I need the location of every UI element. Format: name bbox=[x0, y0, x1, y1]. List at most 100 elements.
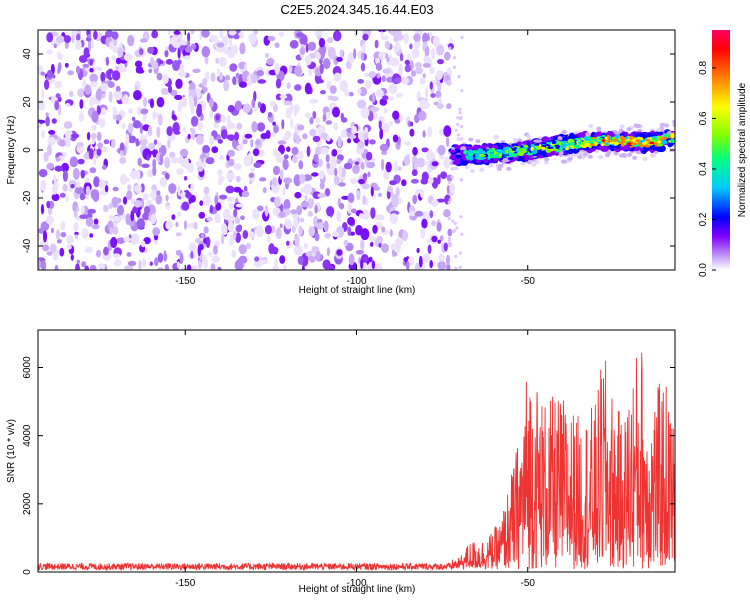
snr-series-line bbox=[38, 352, 675, 572]
noise-blob bbox=[100, 107, 107, 116]
noise-blob bbox=[44, 79, 50, 90]
signal-peak bbox=[612, 138, 618, 142]
signal-halo bbox=[561, 129, 567, 134]
noise-blob bbox=[138, 259, 142, 270]
signal-cell bbox=[670, 133, 675, 138]
noise-blob bbox=[170, 89, 178, 97]
noise-blob bbox=[437, 239, 442, 244]
noise-blob bbox=[136, 169, 141, 181]
noise-blob bbox=[45, 215, 55, 225]
noise-blob bbox=[422, 63, 431, 68]
noise-blob bbox=[202, 145, 211, 154]
noise-blob bbox=[354, 161, 360, 166]
noise-blob bbox=[381, 158, 385, 171]
noise-blob bbox=[423, 41, 428, 49]
x-tick-label: -100 bbox=[346, 578, 366, 589]
noise-blob bbox=[332, 231, 340, 238]
snr-y-label: SNR (10 * v/v) bbox=[6, 419, 17, 483]
noise-blob bbox=[143, 193, 149, 201]
noise-blob bbox=[311, 172, 319, 177]
noise-blob bbox=[259, 177, 267, 182]
noise-blob bbox=[397, 136, 401, 146]
noise-blob bbox=[40, 71, 46, 76]
noise-blob bbox=[190, 103, 194, 115]
noise-blob bbox=[411, 169, 418, 177]
noise-blob bbox=[136, 218, 146, 229]
noise-blob bbox=[256, 69, 264, 77]
noise-blob bbox=[203, 186, 210, 195]
signal-cell bbox=[671, 139, 675, 143]
noise-blob bbox=[63, 121, 73, 129]
noise-blob bbox=[272, 121, 276, 126]
noise-blob bbox=[109, 41, 114, 50]
noise-blob bbox=[105, 56, 109, 66]
noise-blob bbox=[158, 59, 164, 65]
noise-blob bbox=[55, 156, 61, 162]
noise-blob bbox=[133, 90, 142, 101]
noise-blob bbox=[278, 31, 285, 37]
noise-blob bbox=[152, 110, 157, 120]
noise-blob bbox=[429, 66, 435, 75]
noise-blob bbox=[305, 112, 311, 119]
noise-blob bbox=[341, 117, 348, 123]
noise-blob bbox=[135, 66, 144, 74]
noise-blob bbox=[226, 173, 236, 181]
noise-blob bbox=[458, 251, 463, 255]
signal-cell bbox=[614, 134, 620, 139]
noise-blob bbox=[157, 141, 162, 148]
signal-halo bbox=[543, 160, 549, 165]
noise-blob bbox=[447, 200, 451, 205]
noise-blob bbox=[357, 99, 367, 109]
noise-blob bbox=[236, 122, 243, 130]
noise-blob bbox=[127, 108, 133, 115]
noise-blob bbox=[415, 66, 423, 75]
noise-blob bbox=[357, 79, 365, 84]
noise-blob bbox=[130, 170, 139, 180]
noise-blob bbox=[401, 179, 407, 187]
noise-blob bbox=[56, 35, 65, 43]
noise-blob bbox=[190, 30, 195, 35]
signal-peak bbox=[621, 140, 626, 144]
noise-blob bbox=[86, 132, 91, 141]
noise-blob bbox=[38, 227, 45, 234]
noise-blob bbox=[76, 180, 81, 188]
noise-blob bbox=[45, 116, 50, 127]
noise-blob bbox=[315, 251, 321, 261]
colorbar-tick-label: 0.0 bbox=[698, 263, 709, 277]
noise-blob bbox=[429, 81, 433, 90]
noise-blob bbox=[225, 74, 231, 81]
noise-blob bbox=[149, 261, 153, 266]
noise-blob bbox=[436, 69, 443, 81]
noise-blob bbox=[350, 208, 357, 214]
noise-blob bbox=[299, 174, 306, 184]
noise-blob bbox=[209, 34, 218, 42]
signal-halo bbox=[642, 156, 648, 161]
noise-blob bbox=[283, 177, 293, 184]
noise-blob bbox=[431, 220, 436, 227]
noise-blob bbox=[294, 244, 303, 256]
signal-cell bbox=[569, 142, 575, 146]
noise-blob bbox=[283, 100, 292, 106]
noise-blob bbox=[216, 42, 225, 48]
noise-blob bbox=[162, 74, 169, 84]
noise-blob bbox=[65, 197, 70, 202]
signal-cell bbox=[465, 154, 470, 158]
noise-blob bbox=[356, 189, 361, 201]
noise-blob bbox=[390, 30, 396, 36]
noise-blob bbox=[64, 35, 71, 44]
signal-cell bbox=[462, 160, 469, 164]
noise-blob bbox=[255, 139, 261, 145]
noise-blob bbox=[174, 94, 183, 100]
signal-cell bbox=[498, 153, 503, 158]
noise-blob bbox=[192, 68, 201, 74]
noise-blob bbox=[459, 115, 463, 120]
noise-blob bbox=[370, 186, 374, 197]
noise-blob bbox=[420, 227, 426, 239]
noise-blob bbox=[333, 72, 342, 82]
noise-blob bbox=[157, 113, 163, 126]
signal-cell bbox=[501, 158, 510, 163]
signal-halo bbox=[517, 138, 523, 143]
noise-blob bbox=[56, 51, 62, 60]
noise-blob bbox=[76, 206, 80, 212]
y-tick-label: 20 bbox=[22, 96, 33, 108]
